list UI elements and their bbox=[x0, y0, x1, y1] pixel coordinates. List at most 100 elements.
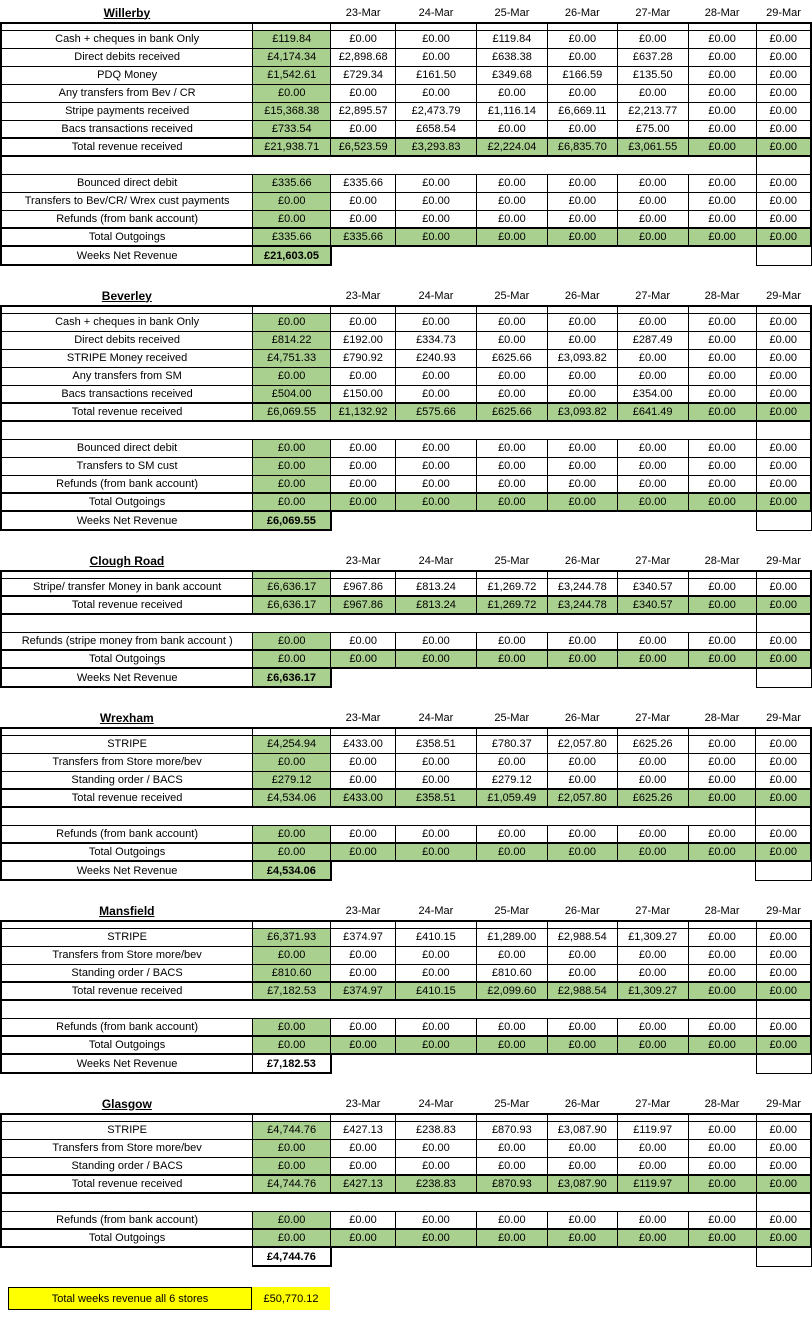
day-value-cell[interactable]: £0.00 bbox=[395, 1210, 477, 1230]
day-value-cell[interactable]: £335.66 bbox=[330, 173, 397, 193]
day-value-cell[interactable]: £0.00 bbox=[475, 119, 548, 139]
section-title[interactable]: Glasgow bbox=[101, 1096, 152, 1111]
day-value-cell[interactable]: £0.00 bbox=[687, 1017, 757, 1037]
day-value-cell[interactable]: £0.00 bbox=[395, 1228, 477, 1248]
day-value-cell[interactable]: £0.00 bbox=[755, 770, 812, 790]
week-total-cell[interactable]: £0.00 bbox=[252, 474, 332, 494]
day-value-cell[interactable]: £238.83 bbox=[395, 1174, 477, 1194]
row-label-cell[interactable]: Bounced direct debit bbox=[0, 438, 254, 458]
day-value-cell[interactable]: £0.00 bbox=[395, 474, 477, 494]
day-value-cell[interactable]: £637.28 bbox=[616, 47, 689, 67]
day-value-cell[interactable]: £0.00 bbox=[395, 312, 477, 332]
section-title[interactable]: Beverley bbox=[101, 288, 152, 303]
week-total-cell[interactable]: £0.00 bbox=[252, 1156, 332, 1176]
week-total-cell[interactable]: £0.00 bbox=[252, 312, 332, 332]
date-header-cell[interactable]: 25-Mar bbox=[494, 289, 530, 302]
week-total-cell[interactable]: £810.60 bbox=[252, 963, 332, 983]
day-value-cell[interactable]: £0.00 bbox=[755, 1035, 812, 1055]
weeks-net-label-cell[interactable]: Weeks Net Revenue bbox=[0, 510, 254, 531]
day-value-cell[interactable]: £0.00 bbox=[395, 227, 477, 247]
row-label-cell[interactable]: PDQ Money bbox=[0, 65, 254, 85]
day-value-cell[interactable]: £0.00 bbox=[546, 963, 618, 983]
day-value-cell[interactable]: £0.00 bbox=[687, 29, 757, 49]
row-label-cell[interactable]: Transfers from Store more/bev bbox=[0, 945, 254, 965]
date-header-cell[interactable]: 23-Mar bbox=[345, 904, 381, 917]
day-value-cell[interactable]: £0.00 bbox=[395, 173, 477, 193]
day-value-cell[interactable]: £0.00 bbox=[475, 824, 548, 844]
day-value-cell[interactable]: £0.00 bbox=[330, 631, 397, 651]
day-value-cell[interactable]: £870.93 bbox=[475, 1174, 548, 1194]
day-value-cell[interactable]: £0.00 bbox=[616, 770, 689, 790]
week-total-cell[interactable]: £4,174.34 bbox=[252, 47, 332, 67]
day-value-cell[interactable]: £0.00 bbox=[687, 824, 757, 844]
week-total-cell[interactable]: £504.00 bbox=[252, 384, 332, 404]
row-label-cell[interactable]: Standing order / BACS bbox=[0, 1156, 254, 1176]
day-value-cell[interactable]: £0.00 bbox=[687, 734, 757, 754]
day-value-cell[interactable]: £0.00 bbox=[330, 770, 396, 790]
day-value-cell[interactable]: £2,224.04 bbox=[475, 137, 548, 157]
day-value-cell[interactable]: £2,473.79 bbox=[395, 101, 477, 121]
day-value-cell[interactable]: £0.00 bbox=[330, 366, 397, 386]
day-value-cell[interactable]: £0.00 bbox=[616, 649, 689, 669]
date-header-cell[interactable]: 29-Mar bbox=[766, 6, 801, 19]
day-value-cell[interactable]: £0.00 bbox=[687, 384, 757, 404]
row-label-cell[interactable]: Any transfers from Bev / CR bbox=[0, 83, 254, 103]
week-total-cell[interactable]: £0.00 bbox=[252, 842, 332, 862]
day-value-cell[interactable]: £0.00 bbox=[330, 1017, 396, 1037]
day-value-cell[interactable]: £0.00 bbox=[546, 1210, 618, 1230]
day-value-cell[interactable]: £790.92 bbox=[330, 348, 397, 368]
row-label-cell[interactable]: Transfers to Bev/CR/ Wrex cust payments bbox=[0, 191, 254, 211]
day-value-cell[interactable]: £0.00 bbox=[755, 1017, 812, 1037]
day-value-cell[interactable]: £0.00 bbox=[687, 981, 757, 1001]
day-value-cell[interactable]: £0.00 bbox=[616, 173, 689, 193]
date-header-cell[interactable]: 29-Mar bbox=[766, 554, 801, 567]
day-value-cell[interactable]: £0.00 bbox=[546, 29, 618, 49]
row-label-cell[interactable]: Refunds (from bank account) bbox=[0, 1210, 254, 1230]
day-value-cell[interactable]: £0.00 bbox=[546, 191, 618, 211]
day-value-cell[interactable]: £0.00 bbox=[395, 1156, 477, 1176]
day-value-cell[interactable]: £0.00 bbox=[475, 312, 548, 332]
day-value-cell[interactable]: £0.00 bbox=[755, 330, 812, 350]
date-header-cell[interactable]: 29-Mar bbox=[766, 711, 801, 724]
day-value-cell[interactable]: £0.00 bbox=[330, 1035, 396, 1055]
day-value-cell[interactable]: £0.00 bbox=[475, 1035, 548, 1055]
day-value-cell[interactable]: £0.00 bbox=[616, 29, 689, 49]
week-total-cell[interactable]: £0.00 bbox=[252, 83, 332, 103]
day-value-cell[interactable]: £433.00 bbox=[330, 788, 396, 808]
day-value-cell[interactable]: £0.00 bbox=[755, 348, 812, 368]
day-value-cell[interactable]: £0.00 bbox=[475, 191, 548, 211]
row-label-cell[interactable]: STRIPE bbox=[0, 927, 254, 947]
day-value-cell[interactable]: £0.00 bbox=[755, 65, 812, 85]
day-value-cell[interactable]: £0.00 bbox=[687, 209, 757, 229]
day-value-cell[interactable]: £1,116.14 bbox=[475, 101, 548, 121]
day-value-cell[interactable]: £0.00 bbox=[394, 963, 477, 983]
day-value-cell[interactable]: £279.12 bbox=[475, 770, 548, 790]
day-value-cell[interactable]: £0.00 bbox=[755, 173, 812, 193]
date-header-cell[interactable]: 28-Mar bbox=[704, 1097, 740, 1110]
day-value-cell[interactable]: £0.00 bbox=[475, 492, 548, 512]
week-total-cell[interactable]: £0.00 bbox=[252, 1017, 332, 1037]
day-value-cell[interactable]: £0.00 bbox=[687, 348, 757, 368]
week-total-cell[interactable]: £335.66 bbox=[252, 227, 332, 247]
date-header-cell[interactable]: 28-Mar bbox=[704, 289, 740, 302]
week-total-cell[interactable]: £4,744.76 bbox=[252, 1120, 332, 1140]
week-total-cell[interactable]: £119.84 bbox=[252, 29, 332, 49]
weeks-net-label-cell[interactable]: Weeks Net Revenue bbox=[0, 667, 254, 688]
day-value-cell[interactable]: £0.00 bbox=[546, 366, 618, 386]
day-value-cell[interactable]: £0.00 bbox=[394, 1035, 477, 1055]
section-title[interactable]: Willerby bbox=[103, 5, 151, 20]
row-label-cell[interactable]: Total revenue received bbox=[0, 1174, 254, 1194]
day-value-cell[interactable]: £0.00 bbox=[616, 209, 689, 229]
day-value-cell[interactable]: £0.00 bbox=[755, 384, 812, 404]
day-value-cell[interactable]: £0.00 bbox=[687, 47, 757, 67]
day-value-cell[interactable]: £0.00 bbox=[687, 842, 757, 862]
week-total-cell[interactable]: £15,368.38 bbox=[252, 101, 332, 121]
day-value-cell[interactable]: £0.00 bbox=[755, 1120, 812, 1140]
day-value-cell[interactable]: £358.51 bbox=[394, 734, 477, 754]
day-value-cell[interactable]: £0.00 bbox=[395, 29, 477, 49]
day-value-cell[interactable]: £427.13 bbox=[330, 1174, 396, 1194]
day-value-cell[interactable]: £0.00 bbox=[755, 824, 812, 844]
day-value-cell[interactable]: £0.00 bbox=[755, 631, 812, 651]
date-header-cell[interactable]: 24-Mar bbox=[418, 1097, 454, 1110]
day-value-cell[interactable]: £0.00 bbox=[330, 456, 397, 476]
